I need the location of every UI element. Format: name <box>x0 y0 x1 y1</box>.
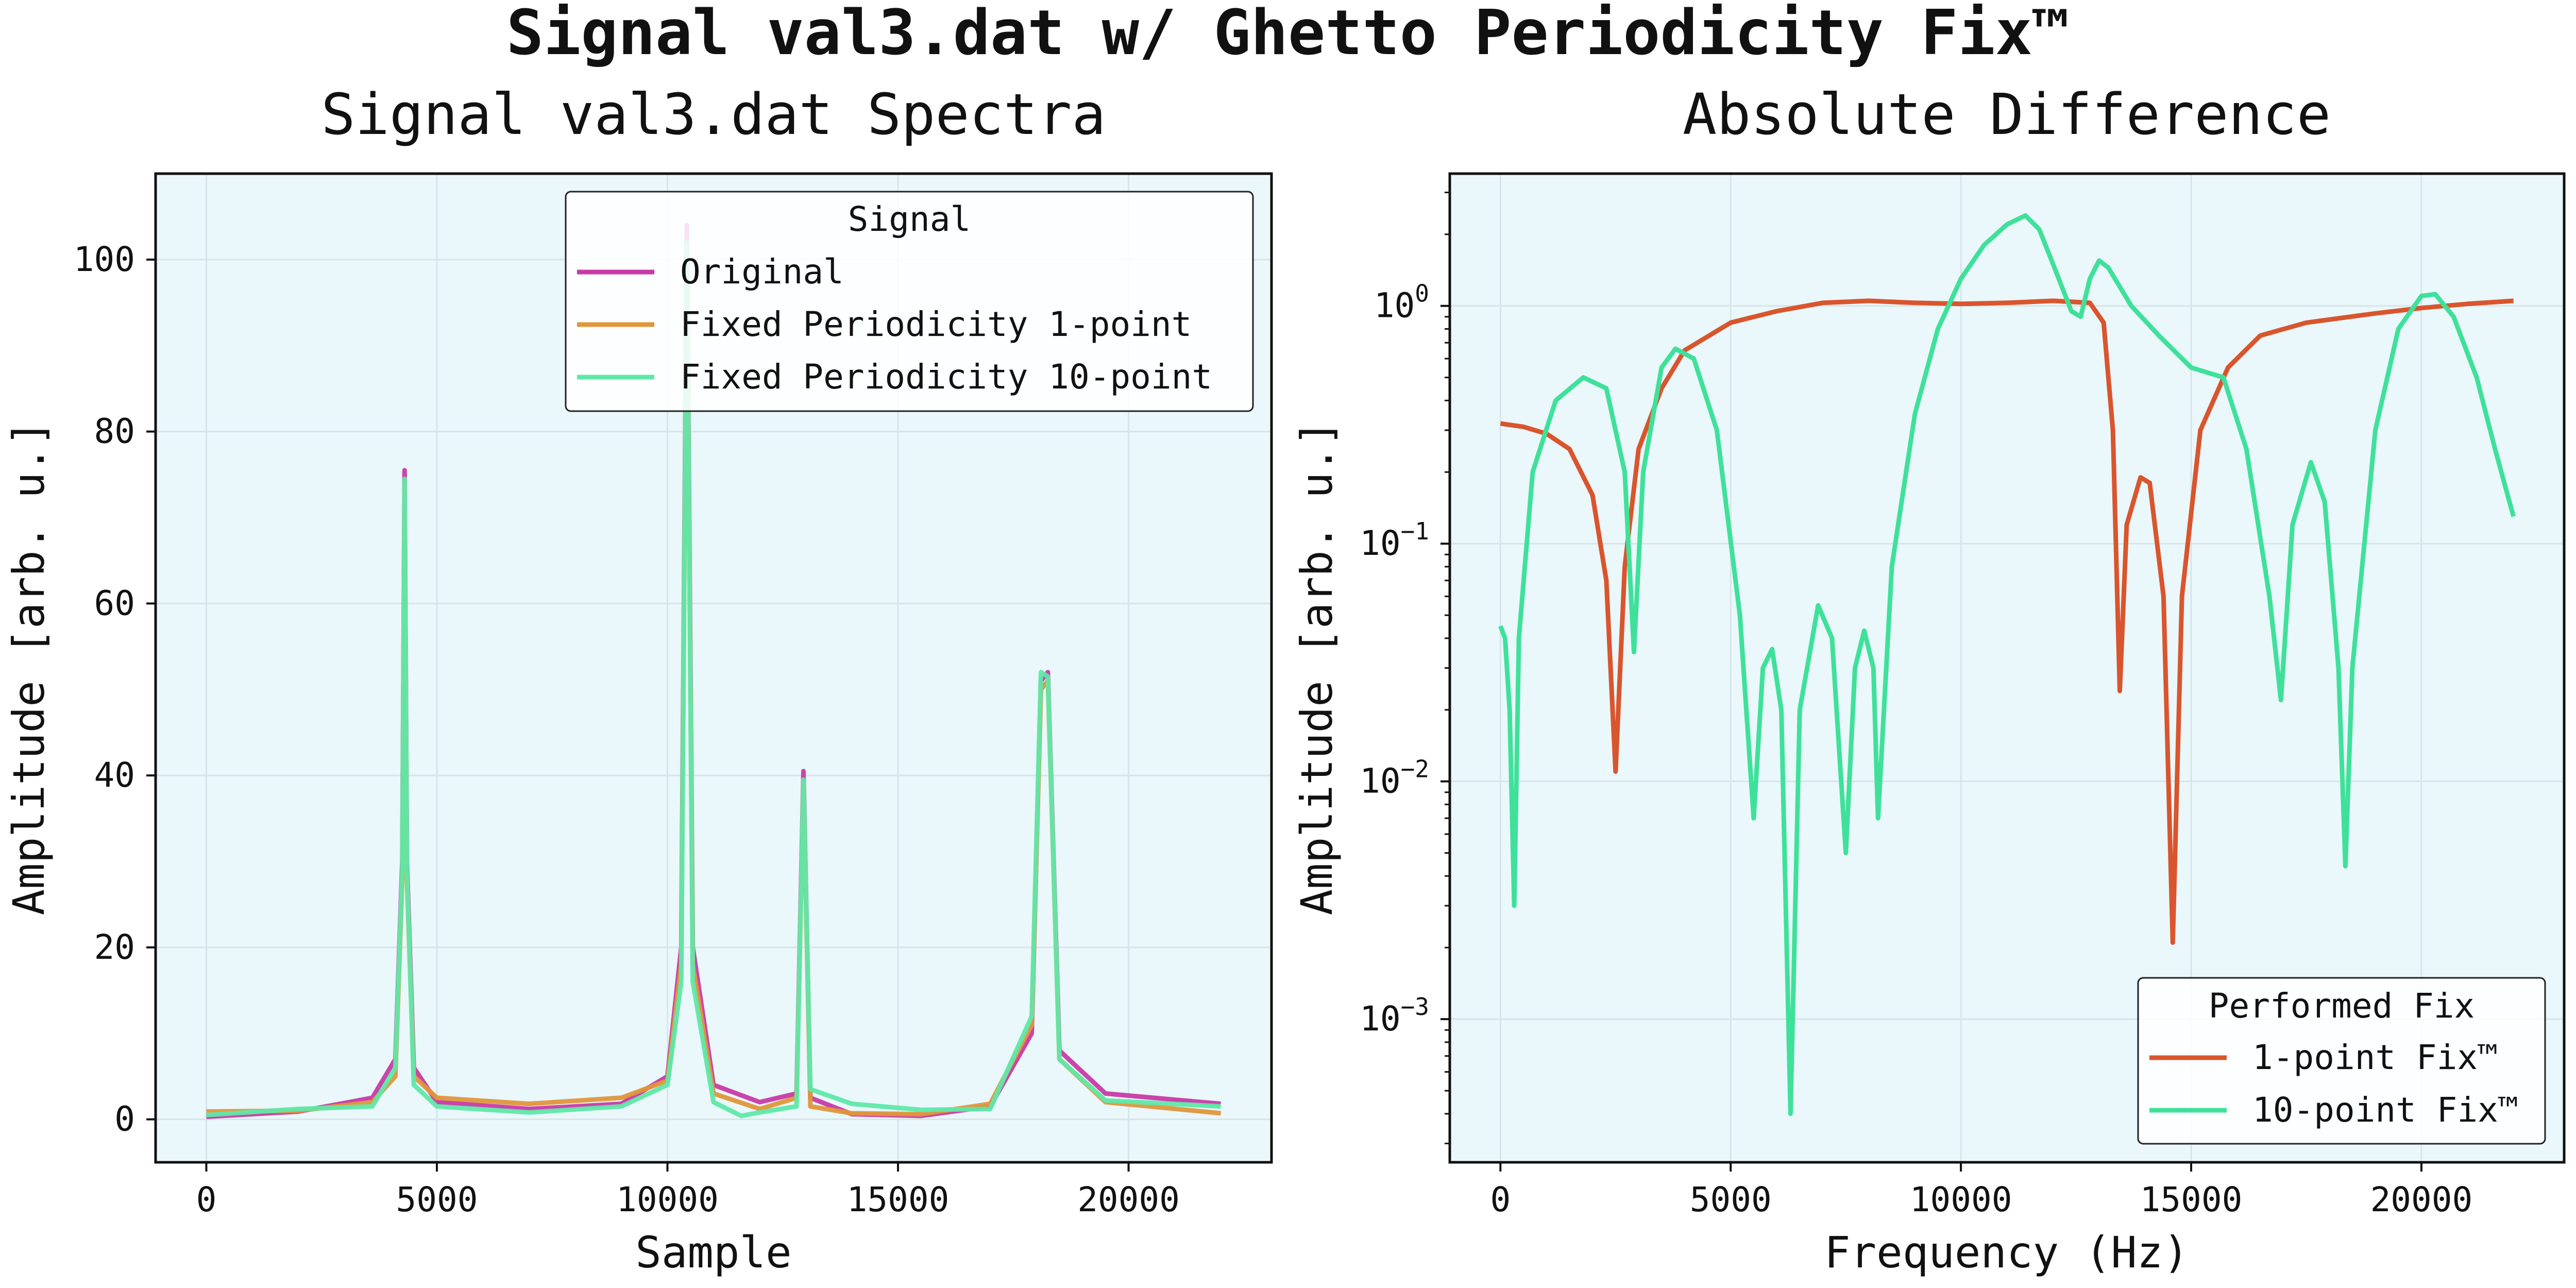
legend-label-fixed-10pt: Fixed Periodicity 10-point <box>680 357 1212 397</box>
right-y-tick-exponent: −1 <box>1401 517 1429 545</box>
right-x-tick-label: 10000 <box>1910 1180 2012 1219</box>
right-legend-box <box>2137 977 2546 1145</box>
left-y-tick-label: 60 <box>94 583 135 623</box>
right-y-axis-label: Amplitude [arb. u.] <box>1292 420 1342 916</box>
left-x-tick-label: 20000 <box>1077 1180 1180 1219</box>
right-y-tick-label: 10−2 <box>1360 755 1429 801</box>
left-legend: Signal Original Fixed Periodicity 1-poin… <box>565 191 1254 412</box>
left-y-tick-label: 20 <box>94 927 135 967</box>
figure-suptitle: Signal val3.dat w/ Ghetto Periodicity Fi… <box>506 0 2070 69</box>
legend-label-1pt-fix: 1-point Fix™ <box>2252 1038 2498 1077</box>
right-lines <box>1498 213 2516 1116</box>
right-y-tick-label: 10−1 <box>1360 517 1429 563</box>
right-y-tick-base: 10 <box>1360 523 1400 563</box>
right-y-tick-base: 10 <box>1374 286 1415 326</box>
left-y-axis-label: Amplitude [arb. u.] <box>4 420 54 916</box>
right-chart: Absolute Difference 0 5000 10000 15000 20000… <box>1292 81 2566 1278</box>
right-y-tick-exponent: 0 <box>1415 280 1429 308</box>
left-y-tick-label: 80 <box>94 412 135 451</box>
right-x-tick-label: 0 <box>1490 1180 1511 1219</box>
right-chart-title: Absolute Difference <box>1683 81 2331 147</box>
left-ticks: 0 5000 10000 15000 20000 0 20 40 60 80 100 <box>74 240 1180 1219</box>
legend-label-original: Original <box>680 252 844 292</box>
right-y-tick-label: 10−3 <box>1360 993 1429 1039</box>
right-legend: Performed Fix 1-point Fix™ 10-point Fix™ <box>2137 977 2546 1145</box>
series-line-10pt-fix <box>1498 213 2516 1116</box>
left-y-tick-label: 100 <box>74 240 135 279</box>
left-plot-frame <box>154 172 1273 1164</box>
right-y-tick-exponent: −3 <box>1401 993 1429 1021</box>
legend-label-fixed-1pt: Fixed Periodicity 1-point <box>680 304 1192 344</box>
left-chart-title: Signal val3.dat Spectra <box>321 81 1106 147</box>
right-x-tick-label: 15000 <box>2140 1180 2243 1219</box>
series-line-fixed-10pt <box>206 240 1221 1118</box>
left-lines <box>206 223 1221 1120</box>
right-legend-title: Performed Fix <box>2209 986 2475 1026</box>
left-y-tick-label: 40 <box>94 755 135 795</box>
right-x-axis-label: Frequency (Hz) <box>1824 1227 2189 1278</box>
left-x-tick-label: 0 <box>196 1180 217 1219</box>
right-x-tick-label: 5000 <box>1690 1180 1772 1219</box>
left-y-tick-label: 0 <box>114 1099 135 1139</box>
right-y-tick-base: 10 <box>1360 761 1400 801</box>
right-y-tick-exponent: −2 <box>1401 755 1429 783</box>
right-y-tick-label: 100 <box>1374 280 1429 326</box>
left-x-tick-label: 15000 <box>847 1180 950 1219</box>
left-legend-box <box>565 191 1254 412</box>
series-line-1pt-fix <box>1500 298 2514 945</box>
left-x-tick-label: 5000 <box>396 1180 478 1219</box>
right-x-tick-label: 20000 <box>2370 1180 2473 1219</box>
legend-label-10pt-fix: 10-point Fix™ <box>2252 1090 2519 1130</box>
left-x-tick-label: 10000 <box>616 1180 719 1219</box>
left-legend-title: Signal <box>848 199 971 239</box>
right-y-tick-base: 10 <box>1360 999 1400 1039</box>
left-x-axis-label: Sample <box>635 1227 791 1278</box>
left-chart: Signal val3.dat Spectra 0 5000 10000 15000 2… <box>4 81 1273 1278</box>
